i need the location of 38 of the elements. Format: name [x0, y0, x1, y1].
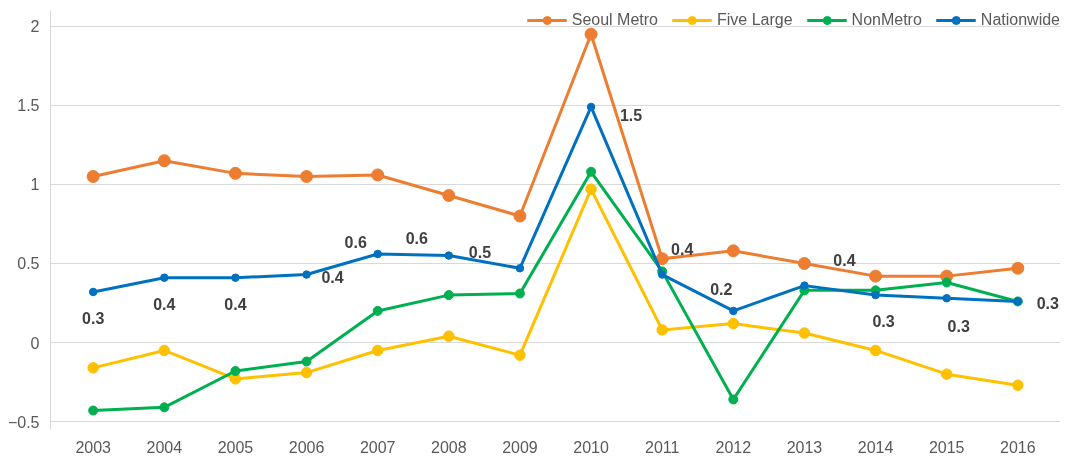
x-tick-label: 2010 [573, 438, 609, 456]
data-label: 0.6 [405, 229, 429, 247]
data-label: 0.4 [671, 240, 694, 258]
data-label: 1.5 [619, 106, 643, 124]
x-tick-label: 2005 [217, 438, 254, 456]
y-tick-label: 1.5 [17, 97, 40, 115]
data-label: 0.4 [321, 268, 344, 286]
data-label: 0.3 [872, 313, 895, 331]
data-label: 0.3 [1036, 295, 1060, 313]
data-label: 0.4 [153, 295, 176, 313]
x-tick-label: 2007 [359, 438, 396, 456]
x-tick-label: 2011 [644, 438, 680, 456]
x-tick-label: 2006 [288, 438, 325, 456]
x-tick-label: 2013 [786, 438, 823, 456]
data-label: 0.4 [224, 295, 247, 313]
y-tick-label: 1 [30, 176, 40, 194]
x-tick-label: 2009 [502, 438, 538, 456]
data-label: 0.6 [344, 233, 367, 251]
data-label: 0.5 [468, 244, 492, 262]
y-tick-label: 2 [30, 18, 40, 36]
x-tick-label: 2004 [146, 438, 183, 456]
data-label: 0.3 [947, 318, 970, 336]
legend-label: Five Large [717, 11, 793, 29]
y-tick-label: 0.5 [17, 255, 40, 273]
x-tick-label: 2012 [715, 438, 752, 456]
x-tick-label: 2003 [75, 438, 112, 456]
data-label: 0.3 [82, 309, 105, 327]
x-tick-label: 2016 [1000, 438, 1036, 456]
data-label: 0.4 [833, 251, 856, 269]
legend-label: Seoul Metro [571, 11, 658, 29]
legend-label: Nationwide [980, 11, 1060, 29]
data-label: 0.2 [710, 280, 733, 298]
y-tick-label: −0.5 [7, 413, 40, 431]
legend-label: NonMetro [851, 11, 922, 29]
x-tick-label: 2015 [928, 438, 965, 456]
y-tick-label: 0 [30, 334, 40, 352]
x-tick-label: 2008 [431, 438, 467, 456]
x-tick-label: 2014 [857, 438, 894, 456]
